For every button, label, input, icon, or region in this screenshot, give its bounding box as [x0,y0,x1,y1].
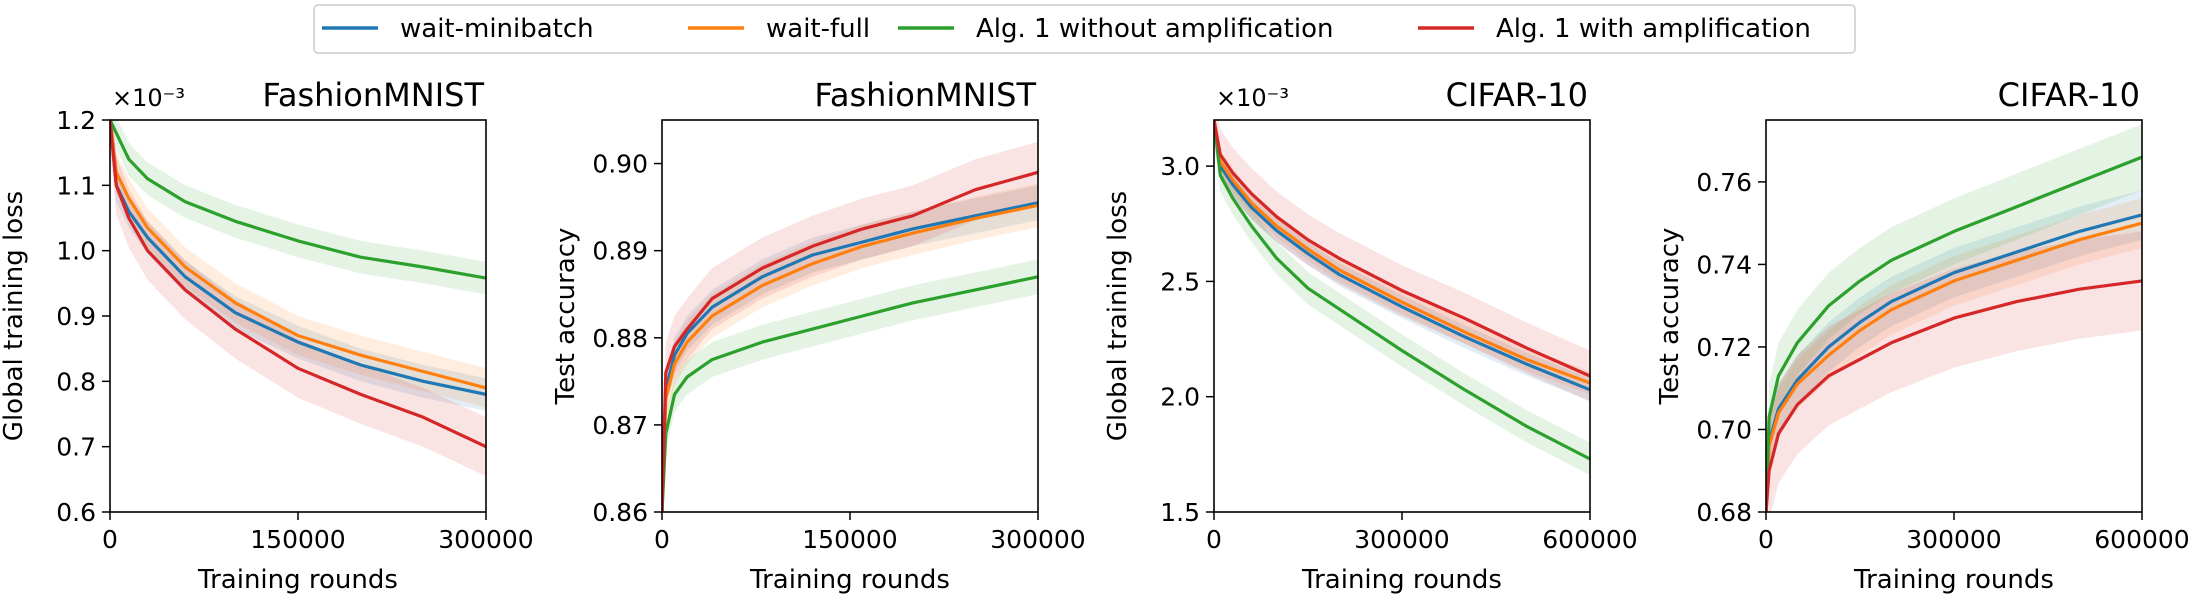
x-axis-label: Training rounds [1301,565,1502,595]
plot-area [110,120,486,477]
band-alg-1-without-amplification [110,120,486,295]
y-tick-label: 0.9 [56,302,96,331]
x-tick-label: 0 [1758,525,1774,554]
x-axis-label: Training rounds [197,565,398,595]
band-wait-full [1766,198,2142,512]
x-axis-label: Training rounds [1853,565,2054,595]
series-line-alg-1-with-amplification [662,170,1038,512]
series-line-wait-full [1766,221,2142,512]
series-line-alg-1-with-amplification [1766,279,2142,512]
series-line-wait-full [110,120,486,390]
band-wait-minibatch [1766,190,2142,512]
y-tick-label: 0.68 [1696,498,1752,527]
series-line-alg-1-without-amplification [662,275,1038,512]
x-tick-label: 300000 [1354,525,1449,554]
band-alg-1-with-amplification [1214,120,1590,402]
y-axis-label: Global training loss [1103,191,1133,441]
x-tick-label: 300000 [990,525,1085,554]
series-line-wait-minibatch [1214,120,1590,392]
y-tick-label: 2.5 [1160,267,1200,296]
legend-frame [313,4,1856,54]
chart-panel-2: 0 150000 300000 0.86 0.87 0.88 0.89 0.90 Fashion… [551,76,1086,595]
y-axis-label: Test accuracy [1655,228,1685,406]
plot-area [1214,120,1590,476]
y-tick-label: 0.8 [56,367,96,396]
legend: wait-minibatch wait-full Alg. 1 without am… [313,4,1856,54]
chart-panel-4: 0 300000 600000 0.68 0.70 0.72 0.74 0.76 CIFAR-1… [1655,76,2190,595]
x-tick-label: 300000 [1906,525,2001,554]
y-tick-label: 1.5 [1160,498,1200,527]
band-alg-1-with-amplification [110,120,486,477]
band-alg-1-without-amplification [1766,124,2142,512]
y-tick-label: 0.88 [592,324,648,353]
series-line-alg-1-without-amplification [110,120,486,280]
series-line-wait-minibatch [662,201,1038,512]
y-tick-label: 0.74 [1696,250,1752,279]
y-tick-label: 0.89 [592,237,648,266]
x-tick-label: 300000 [438,525,533,554]
panel-title: FashionMNIST [814,76,1036,114]
y-tick-label: 3.0 [1160,152,1200,181]
series-line-alg-1-without-amplification [1766,155,2142,512]
y-tick-label: 1.1 [56,171,96,200]
panel-title: CIFAR-10 [1998,76,2140,114]
y-tick-label: 2.0 [1160,383,1200,412]
y-tick-label: 1.0 [56,237,96,266]
y-tick-label: 0.6 [56,498,96,527]
y-tick-label: 0.86 [592,498,648,527]
legend-label-alg-1-with-amplification: Alg. 1 with amplification [1496,14,1811,44]
y-axis-label: Test accuracy [551,228,581,406]
y-axis-label: Global training loss [0,191,29,441]
panel-title: CIFAR-10 [1446,76,1588,114]
series-line-wait-full [1214,120,1590,385]
x-tick-label: 150000 [802,525,897,554]
plot-area [1766,124,2142,512]
y-tick-label: 0.7 [56,433,96,462]
series-line-alg-1-with-amplification [1214,120,1590,378]
legend-label-wait-full: wait-full [766,14,870,44]
axis-scale-note: ×10⁻³ [112,84,185,112]
axis-scale-note: ×10⁻³ [1216,84,1289,112]
chart-panel-3: 0 300000 600000 1.5 2.0 2.5 3.0 CIFAR-10 ×10⁻³ Tr… [1103,76,1638,595]
y-tick-label: 0.70 [1696,415,1752,444]
series-line-wait-full [662,203,1038,512]
x-tick-label: 600000 [2094,525,2189,554]
x-tick-label: 0 [1206,525,1222,554]
x-axis-label: Training rounds [749,565,950,595]
series-line-alg-1-without-amplification [1214,120,1590,461]
panel-title: FashionMNIST [262,76,484,114]
chart-panel-1: 0 150000 300000 0.6 0.7 0.8 0.9 1.0 1.1 1.2 Fashio… [0,76,534,595]
y-tick-label: 1.2 [56,106,96,135]
x-tick-label: 600000 [1542,525,1637,554]
legend-label-wait-minibatch: wait-minibatch [400,14,594,44]
x-tick-label: 150000 [250,525,345,554]
legend-label-alg-1-without-amplification: Alg. 1 without amplification [976,14,1333,44]
band-alg-1-with-amplification [1766,231,2142,512]
band-alg-1-with-amplification [662,141,1038,512]
x-tick-label: 0 [102,525,118,554]
y-tick-label: 0.72 [1696,333,1752,362]
series-line-alg-1-with-amplification [110,120,486,449]
band-wait-minibatch [662,185,1038,512]
y-tick-label: 0.87 [592,411,648,440]
band-wait-full [1214,120,1590,395]
y-tick-label: 0.90 [592,150,648,179]
plot-area [662,141,1038,512]
y-tick-label: 0.76 [1696,168,1752,197]
x-tick-label: 0 [654,525,670,554]
